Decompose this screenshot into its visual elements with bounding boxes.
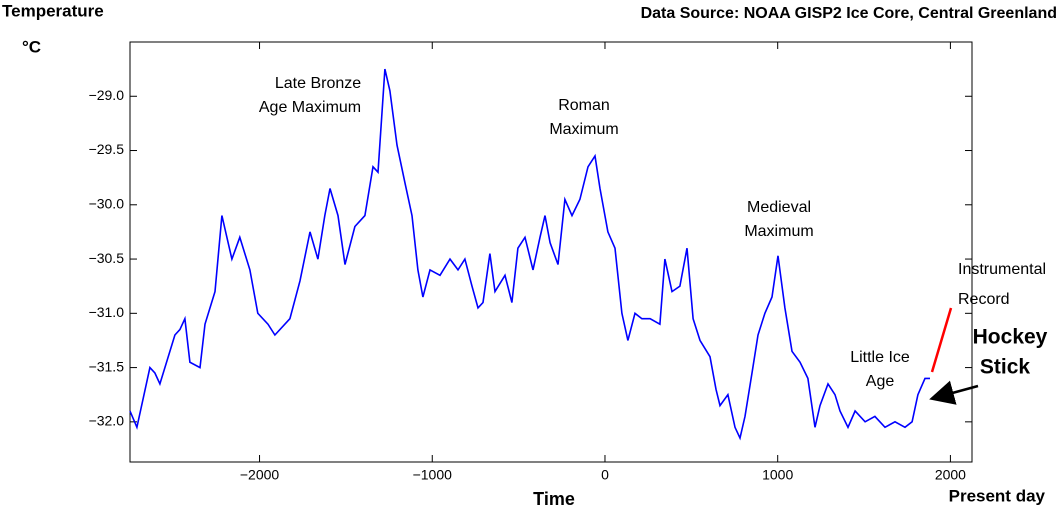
annotation: Little Ice (850, 349, 910, 366)
x-tick-label: −1000 (413, 467, 453, 483)
annotation: Age (866, 373, 895, 390)
annotation: Late Bronze (275, 75, 361, 92)
y-axis-label: Temperature (2, 1, 104, 20)
y-tick-label: −29.0 (89, 87, 125, 103)
x-tick-label: −2000 (240, 467, 280, 483)
annotation: Stick (980, 356, 1031, 379)
chart-title: Data Source: NOAA GISP2 Ice Core, Centra… (641, 5, 1057, 22)
instrumental-line (930, 307, 953, 373)
y-tick-label: −30.5 (89, 250, 125, 266)
y-tick-label: −32.0 (89, 413, 125, 429)
annotation: Medieval (747, 199, 811, 216)
annotation: Hockey (973, 326, 1048, 349)
annotation: Age Maximum (259, 99, 361, 116)
hockey-arrow (929, 380, 979, 405)
temperature-line (129, 68, 930, 441)
y-tick-label: −30.0 (89, 195, 125, 211)
y-tick-label: −31.5 (89, 358, 125, 374)
x-end-label: Present day (949, 486, 1046, 505)
y-tick-label: −31.0 (89, 304, 125, 320)
y-axis-unit: °C (22, 37, 41, 56)
annotation: Maximum (549, 121, 618, 138)
annotation: Roman (558, 97, 610, 114)
annotation: Instrumental (958, 261, 1046, 278)
x-tick-label: 1000 (762, 467, 793, 483)
x-tick-label: 2000 (935, 467, 966, 483)
x-tick-label: 0 (601, 467, 609, 483)
x-axis-label: Time (533, 489, 575, 509)
annotation: Record (958, 291, 1010, 308)
plot-frame (129, 41, 973, 463)
y-tick-label: −29.5 (89, 141, 125, 157)
annotation: Maximum (744, 223, 813, 240)
